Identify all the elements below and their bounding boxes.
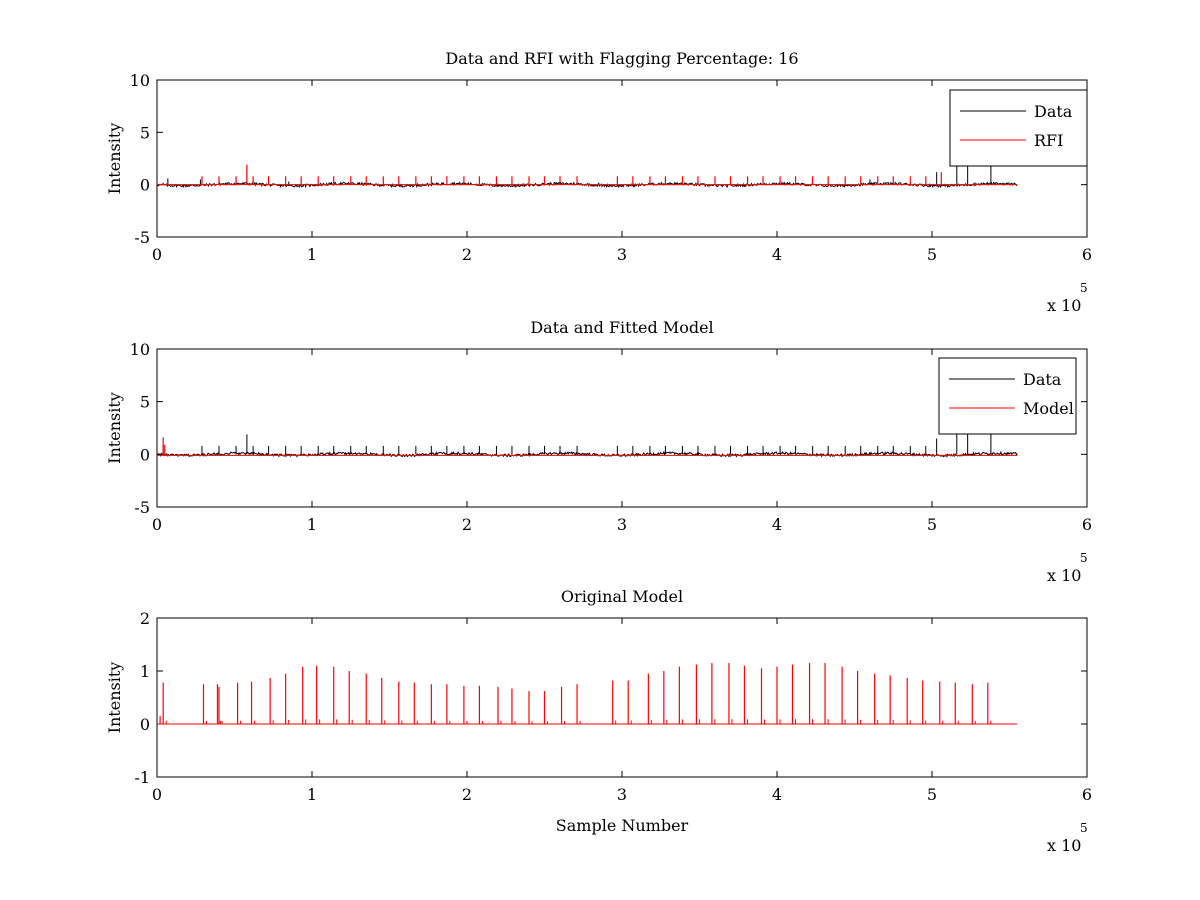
x-tick-label: 5 (927, 245, 937, 264)
legend-label-data: Data (1023, 370, 1062, 389)
series-data-baseline (156, 450, 1018, 458)
y-tick-label: -1 (134, 768, 150, 787)
x-tick-label: 6 (1082, 785, 1092, 804)
x-scale-exponent: 5 (1080, 281, 1088, 295)
x-tick-label: 0 (152, 245, 162, 264)
x-tick-label: 2 (462, 245, 472, 264)
x-scale-exponent: 5 (1080, 551, 1088, 565)
x-tick-label: 5 (927, 515, 937, 534)
x-tick-label: 6 (1082, 515, 1092, 534)
y-tick-label: -5 (134, 498, 150, 517)
x-tick-label: 2 (462, 515, 472, 534)
x-tick-label: 0 (152, 785, 162, 804)
y-tick-label: 0 (140, 445, 150, 464)
x-tick-label: 4 (772, 785, 782, 804)
x-scale-exponent: 5 (1080, 821, 1088, 835)
y-tick-label: 10 (130, 340, 150, 359)
axes-frame (156, 617, 1088, 778)
y-axis-label: Intensity (105, 662, 124, 734)
chart-title: Original Model (561, 587, 683, 606)
x-tick-label: 6 (1082, 245, 1092, 264)
y-tick-label: 0 (140, 176, 150, 195)
y-tick-label: 5 (140, 393, 150, 412)
x-tick-label: 1 (307, 245, 317, 264)
y-tick-label: 1 (140, 662, 150, 681)
y-tick-label: 10 (130, 71, 150, 90)
x-tick-label: 1 (307, 515, 317, 534)
x-tick-label: 3 (617, 245, 627, 264)
chart-title: Data and RFI with Flagging Percentage: 1… (445, 49, 798, 68)
chart-title: Data and Fitted Model (530, 318, 713, 337)
x-tick-label: 3 (617, 515, 627, 534)
x-tick-label: 3 (617, 785, 627, 804)
legend-box (949, 89, 1088, 167)
x-tick-label: 1 (307, 785, 317, 804)
axes-frame (156, 79, 1088, 238)
x-scale-base: x 10 (1047, 836, 1081, 855)
legend-label-data: Data (1034, 102, 1073, 121)
x-tick-label: 0 (152, 515, 162, 534)
x-tick-label: 4 (772, 515, 782, 534)
y-tick-label: 0 (140, 715, 150, 734)
y-axis-label: Intensity (105, 392, 124, 464)
chart-1: Data and RFI with Flagging Percentage: 1… (105, 49, 1092, 315)
y-tick-label: 5 (140, 123, 150, 142)
x-tick-label: 5 (927, 785, 937, 804)
y-tick-label: 2 (140, 609, 150, 628)
y-axis-label: Intensity (105, 123, 124, 195)
x-tick-label: 4 (772, 245, 782, 264)
x-axis-label: Sample Number (556, 816, 689, 835)
x-scale-base: x 10 (1047, 566, 1081, 585)
x-scale-base: x 10 (1047, 296, 1081, 315)
legend: Data RFI (949, 89, 1088, 167)
x-tick-label: 2 (462, 785, 472, 804)
legend: Data Model (938, 357, 1077, 435)
legend-label-rfi: RFI (1034, 131, 1063, 150)
legend-label-model: Model (1023, 399, 1074, 418)
y-tick-label: -5 (134, 228, 150, 247)
legend-box (938, 357, 1077, 435)
